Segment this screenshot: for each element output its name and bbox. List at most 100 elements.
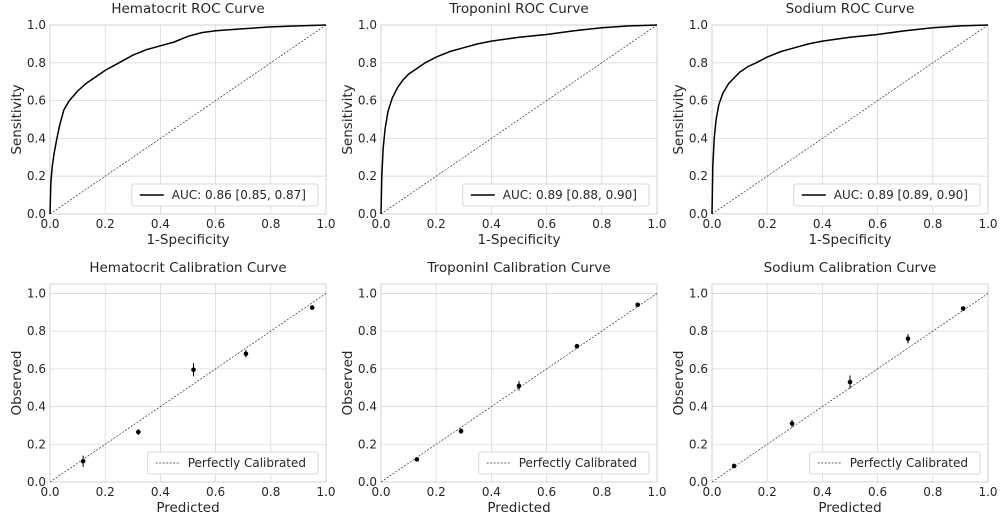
panel-3-y-axis-label: Sensitivity bbox=[671, 84, 687, 154]
panel-6-y-axis-label: Observed bbox=[671, 351, 687, 416]
calibration-point bbox=[905, 336, 911, 341]
panel-6-legend: Perfectly Calibrated bbox=[809, 451, 981, 475]
panel-1-frame bbox=[49, 24, 327, 215]
x-tick-label: 0.4 bbox=[151, 485, 170, 499]
x-tick-label: 0.4 bbox=[482, 485, 501, 499]
panel-6-x-axis-label: Predicted bbox=[818, 500, 881, 516]
calibration-point bbox=[731, 463, 737, 469]
x-tick-label: 0.8 bbox=[261, 485, 280, 499]
panel-6-frame bbox=[711, 283, 989, 483]
x-tick-label: 0.6 bbox=[868, 485, 887, 499]
x-tick-label: 0.6 bbox=[206, 217, 225, 231]
x-tick-label: 0.0 bbox=[40, 485, 59, 499]
x-tick-label: 0.4 bbox=[482, 217, 501, 231]
roc-curve-line bbox=[711, 24, 989, 215]
panel-4-frame bbox=[49, 283, 327, 483]
x-tick-label: 0.8 bbox=[592, 217, 611, 231]
x-tick-label: 1.0 bbox=[647, 485, 666, 499]
panel-6-title: Sodium Calibration Curve bbox=[764, 260, 937, 276]
panel-2-frame bbox=[380, 24, 658, 215]
y-tick-label: 0.2 bbox=[27, 169, 46, 183]
sodium-roc-curve-panel: 0.0 0.2 0.4 0.6 0.8 1.0 0.0 0.2 0.4 0.6 0.8 1.0 Sodi… bbox=[671, 1, 998, 248]
y-tick-label: 0.2 bbox=[27, 437, 46, 451]
roc-curve-line bbox=[49, 24, 327, 215]
calibration-point bbox=[414, 457, 420, 462]
y-tick-label: 0.0 bbox=[27, 475, 46, 489]
legend-box bbox=[809, 451, 981, 475]
panel-2-title: TroponinI ROC Curve bbox=[448, 1, 588, 17]
y-tick-label: 1.0 bbox=[27, 286, 46, 300]
panel-6-grid bbox=[711, 284, 989, 483]
panel-2-legend: AUC: 0.89 [0.88, 0.90] bbox=[462, 183, 650, 207]
panel-3-title: Sodium ROC Curve bbox=[786, 1, 915, 17]
y-tick-label: 0.2 bbox=[358, 437, 377, 451]
panel-1-y-axis-label: Sensitivity bbox=[9, 84, 25, 154]
x-tick-label: 0.4 bbox=[813, 217, 832, 231]
y-tick-label: 0.8 bbox=[358, 324, 377, 338]
y-tick-label: 0.8 bbox=[27, 56, 46, 70]
x-tick-label: 0.4 bbox=[813, 485, 832, 499]
panel-5-x-axis-label: Predicted bbox=[487, 500, 550, 516]
y-tick-label: 1.0 bbox=[358, 18, 377, 32]
legend-label: Perfectly Calibrated bbox=[519, 456, 637, 470]
panel-3-frame bbox=[711, 24, 989, 215]
hematocrit-roc-curve-panel: 0.0 0.2 0.4 0.6 0.8 1.0 0.0 0.2 0.4 0.6 0.8 1.0 Hema… bbox=[9, 1, 336, 248]
calibration-point bbox=[80, 458, 86, 464]
legend-box bbox=[147, 451, 319, 475]
roc-curve-line bbox=[380, 24, 658, 215]
y-tick-label: 0.6 bbox=[689, 94, 708, 108]
troponini-roc-curve-panel: 0.0 0.2 0.4 0.6 0.8 1.0 0.0 0.2 0.4 0.6 0.8 1.0 Trop… bbox=[340, 1, 667, 248]
y-tick-label: 0.4 bbox=[689, 131, 708, 145]
x-tick-label: 0.0 bbox=[702, 217, 721, 231]
hematocrit-calibration-curve-panel: 0.0 0.2 0.4 0.6 0.8 1.0 0.0 0.2 0.4 0.6 0.8 1.0 Hema… bbox=[9, 260, 336, 516]
legend-label: AUC: 0.89 [0.88, 0.90] bbox=[503, 188, 637, 202]
legend-label: AUC: 0.86 [0.85, 0.87] bbox=[172, 188, 306, 202]
calibration-point bbox=[789, 421, 795, 426]
y-tick-label: 0.4 bbox=[358, 400, 377, 414]
x-tick-label: 0.2 bbox=[758, 217, 777, 231]
y-tick-label: 0.8 bbox=[689, 56, 708, 70]
y-tick-label: 0.0 bbox=[689, 475, 708, 489]
x-tick-label: 1.0 bbox=[647, 217, 666, 231]
calibration-point bbox=[458, 428, 464, 434]
calibration-point bbox=[847, 379, 853, 385]
x-tick-label: 1.0 bbox=[978, 485, 997, 499]
y-tick-label: 0.4 bbox=[358, 131, 377, 145]
x-tick-label: 0.2 bbox=[96, 217, 115, 231]
y-tick-label: 0.6 bbox=[358, 94, 377, 108]
legend-box bbox=[462, 183, 650, 207]
y-tick-label: 0.4 bbox=[27, 131, 46, 145]
sodium-calibration-curve-panel: 0.0 0.2 0.4 0.6 0.8 1.0 0.0 0.2 0.4 0.6 0.8 1.0 Sodi… bbox=[671, 260, 998, 516]
x-tick-label: 1.0 bbox=[316, 485, 335, 499]
x-tick-label: 0.0 bbox=[371, 485, 390, 499]
y-tick-label: 0.0 bbox=[358, 475, 377, 489]
x-tick-label: 1.0 bbox=[316, 217, 335, 231]
y-tick-label: 0.2 bbox=[358, 169, 377, 183]
x-tick-label: 0.0 bbox=[371, 217, 390, 231]
y-tick-label: 1.0 bbox=[689, 18, 708, 32]
x-tick-label: 0.4 bbox=[151, 217, 170, 231]
y-tick-label: 0.8 bbox=[689, 324, 708, 338]
x-tick-label: 0.6 bbox=[537, 217, 556, 231]
x-tick-label: 0.2 bbox=[96, 485, 115, 499]
calibration-point bbox=[243, 351, 249, 357]
panel-4-title: Hematocrit Calibration Curve bbox=[89, 260, 286, 276]
panel-4-legend: Perfectly Calibrated bbox=[147, 451, 319, 475]
y-tick-label: 0.2 bbox=[689, 437, 708, 451]
y-tick-label: 0.8 bbox=[27, 324, 46, 338]
legend-label: Perfectly Calibrated bbox=[850, 456, 968, 470]
legend-box bbox=[793, 183, 981, 207]
y-tick-label: 0.0 bbox=[358, 207, 377, 221]
panel-1-x-axis-label: 1-Specificity bbox=[146, 232, 229, 248]
y-tick-label: 0.4 bbox=[689, 400, 708, 414]
y-tick-label: 0.2 bbox=[689, 169, 708, 183]
x-tick-label: 0.8 bbox=[923, 485, 942, 499]
calibration-point bbox=[635, 302, 640, 308]
y-tick-label: 0.4 bbox=[27, 400, 46, 414]
x-tick-label: 0.2 bbox=[758, 485, 777, 499]
x-tick-label: 0.2 bbox=[427, 217, 446, 231]
x-tick-label: 0.6 bbox=[206, 485, 225, 499]
x-tick-label: 0.8 bbox=[261, 217, 280, 231]
panel-5-title: TroponinI Calibration Curve bbox=[426, 260, 610, 276]
